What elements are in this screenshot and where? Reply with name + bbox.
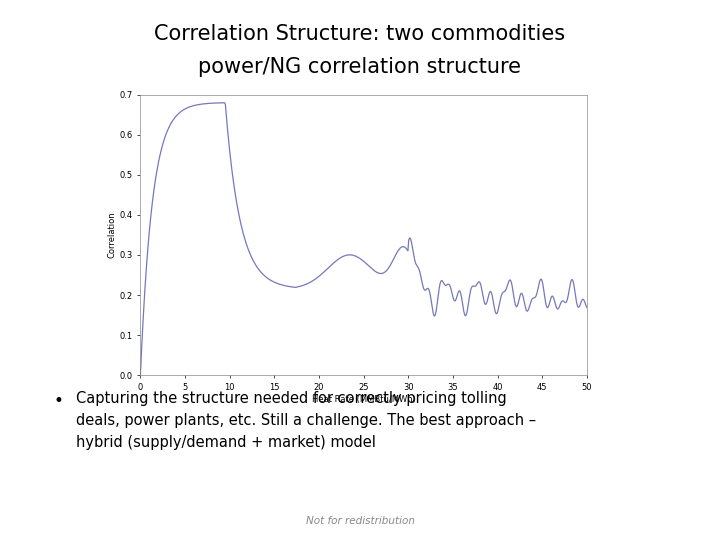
Text: power/NG correlation structure: power/NG correlation structure	[199, 57, 521, 77]
Text: Correlation Structure: two commodities: Correlation Structure: two commodities	[154, 24, 566, 44]
Text: •: •	[54, 392, 64, 409]
Y-axis label: Correlation: Correlation	[108, 212, 117, 258]
Text: Capturing the structure needed for correctly pricing tolling
deals, power plants: Capturing the structure needed for corre…	[76, 392, 536, 450]
Text: Not for redistribution: Not for redistribution	[305, 516, 415, 526]
X-axis label: Heat Rate (MMBtu/MWh): Heat Rate (MMBtu/MWh)	[312, 395, 415, 404]
